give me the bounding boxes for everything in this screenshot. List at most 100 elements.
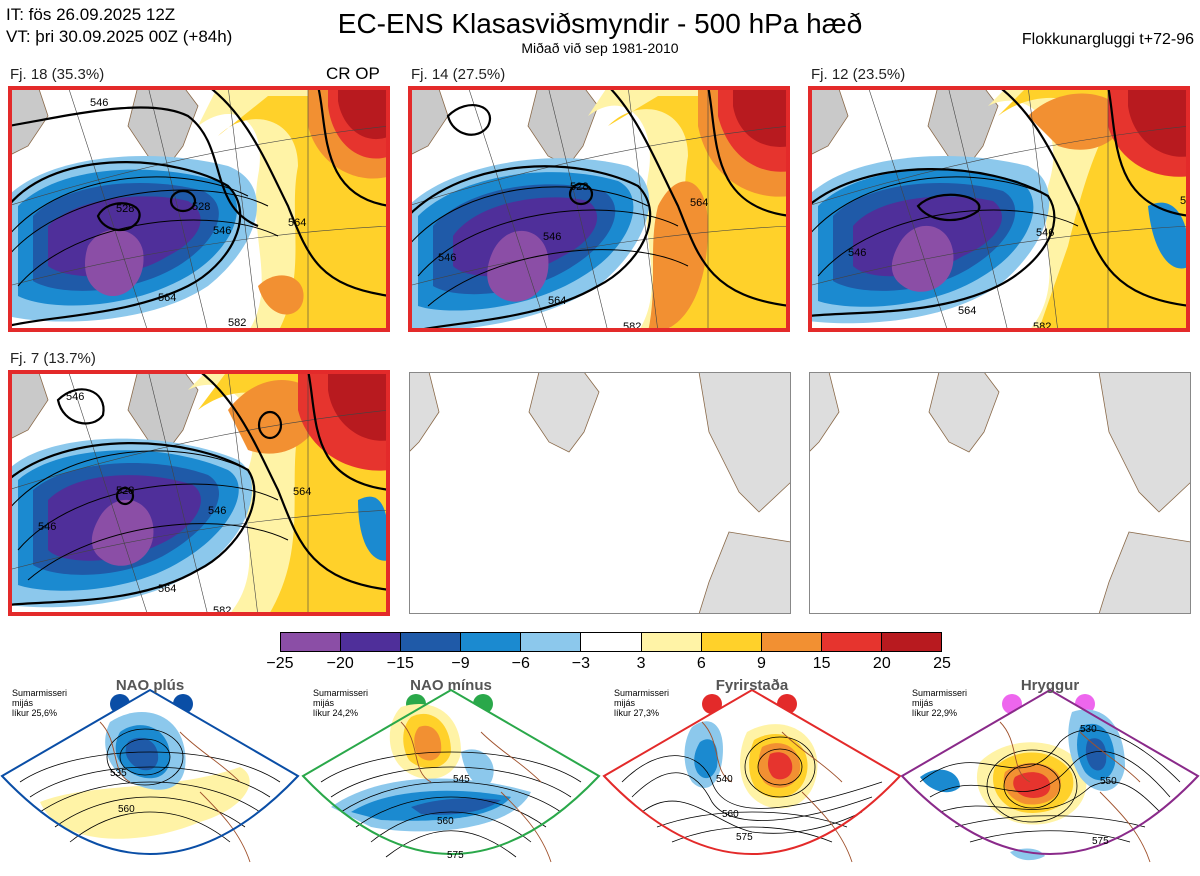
colorbar-tick-label: −20 <box>326 655 354 672</box>
cluster-1-contour-label: 528 <box>116 203 134 215</box>
header-info: IT: fös 26.09.2025 12Z VT: þri 30.09.202… <box>6 4 232 48</box>
colorbar-swatch <box>581 633 642 651</box>
cluster-2-label: Fj. 14 (27.5%) <box>411 66 506 83</box>
regime-stats: Sumarmisseri mijás líkur 24,2% <box>313 688 368 718</box>
regime-title: NAO plús <box>115 677 185 694</box>
page-subtitle: Miðað við sep 1981-2010 <box>521 40 679 56</box>
colorbar-tick-label: 6 <box>696 655 706 672</box>
cluster-4-label: Fj. 7 (13.7%) <box>10 350 96 367</box>
valid-time: VT: þri 30.09.2025 00Z (+84h) <box>6 27 233 46</box>
regime-nao-minus: 545 560 575 NAO mínus Sumarmisseri mijás… <box>301 672 601 871</box>
regime-title: NAO mínus <box>410 677 492 694</box>
regime-level: mijás <box>12 698 34 708</box>
colorbar-swatch <box>461 633 522 651</box>
cluster-4-contour-label: 564 <box>158 583 176 595</box>
cluster-3-contour-label: 546 <box>848 247 866 259</box>
cluster-4-contour-label: 564 <box>293 486 311 498</box>
cluster-1-contour-label: 528 <box>192 201 210 213</box>
cluster-1-label: Fj. 18 (35.3%) <box>10 66 105 83</box>
colorbar-tick-label: −6 <box>511 655 530 672</box>
regime-contour-label: 545 <box>453 774 470 785</box>
regime-probability: líkur 22,9% <box>912 708 958 718</box>
cluster-2-contour-label: 564 <box>548 295 566 307</box>
regime-contour-label: 535 <box>110 768 127 779</box>
cluster-4-contour-label: 582 <box>213 605 231 616</box>
regime-stats: Sumarmisseri mijás líkur 25,6% <box>12 688 67 718</box>
regime-stats: Sumarmisseri mijás líkur 27,3% <box>614 688 669 718</box>
cluster-2-contour-label: 528 <box>570 181 588 193</box>
regime-contour-label: 550 <box>1100 776 1117 787</box>
colorbar-swatch <box>821 633 882 651</box>
cluster-2-contour-label: 546 <box>543 231 561 243</box>
regime-fyrirstada: 540 560 575 Fyrirstaða Sumarmisseri mijá… <box>602 672 902 871</box>
regime-contour-label: 560 <box>118 804 135 815</box>
colorbar-swatch <box>881 633 942 651</box>
regime-level: mijás <box>614 698 636 708</box>
cluster-3-contour-label: 546 <box>1036 227 1054 239</box>
cluster-2-contour-label: 546 <box>438 252 456 264</box>
cluster-4-contour-label: 546 <box>38 521 56 533</box>
empty-map-2 <box>809 372 1191 614</box>
regime-season: Sumarmisseri <box>12 688 68 698</box>
colorbar-swatch <box>281 633 342 651</box>
colorbar-tick-label: −3 <box>571 655 591 672</box>
cluster-3-contour-label: 564 <box>958 305 976 317</box>
regime-contour-label: 560 <box>722 809 739 820</box>
regime-contour-label: 575 <box>1092 836 1109 847</box>
cluster-1-contour-label: 564 <box>158 292 176 304</box>
regime-hryggur: 530 550 575 Hryggur Sumarmisseri mijás l… <box>900 672 1200 871</box>
cluster-4-map: 546 528 546 546 564 564 582 <box>8 370 390 616</box>
colorbar-swatch <box>641 633 702 651</box>
colorbar-tick-label: 20 <box>872 655 891 672</box>
cluster-4-contour-label: 546 <box>208 505 226 517</box>
cluster-1-tag: CR OP <box>326 64 380 83</box>
cluster-3-label: Fj. 12 (23.5%) <box>811 66 906 83</box>
cluster-3-contour-label: 582 <box>1033 321 1051 332</box>
regime-probability: líkur 27,3% <box>614 708 660 718</box>
regime-contour-label: 530 <box>1080 724 1097 735</box>
regime-title: Fyrirstaða <box>715 677 789 694</box>
colorbar-swatch <box>521 633 582 651</box>
regime-season: Sumarmisseri <box>313 688 369 698</box>
colorbar-swatch <box>761 633 822 651</box>
cluster-2-map: 528 546 564 564 582 546 <box>408 86 790 332</box>
cluster-3-contour-label: 564 <box>1180 195 1190 207</box>
colorbar-tick-label: −9 <box>451 655 470 672</box>
colorbar-tick-label: 9 <box>757 655 766 672</box>
cluster-1-contour-label: 582 <box>228 317 246 329</box>
colorbar-swatch <box>341 633 402 651</box>
colorbar-tick-label: 25 <box>933 655 951 672</box>
cluster-1-map: 528 528 546 546 564 582 564 <box>8 86 390 332</box>
regime-contour-label: 575 <box>447 850 464 861</box>
cluster-2-contour-label: 582 <box>623 321 641 332</box>
regime-dot <box>702 694 722 714</box>
page-title: EC-ENS Klasasviðsmyndir - 500 hPa hæð <box>337 8 863 39</box>
cluster-3-map: 546 546 564 582 564 <box>808 86 1190 332</box>
cluster-4-contour-label: 546 <box>66 391 84 403</box>
colorbar <box>280 632 942 652</box>
regime-contour-label: 575 <box>736 832 753 843</box>
regime-level: mijás <box>313 698 335 708</box>
regime-title: Hryggur <box>1020 677 1080 694</box>
colorbar-swatch <box>401 633 462 651</box>
regime-probability: líkur 24,2% <box>313 708 359 718</box>
colorbar-swatch <box>701 633 762 651</box>
regime-contour-label: 560 <box>437 816 454 827</box>
initial-time: IT: fös 26.09.2025 12Z <box>6 5 176 24</box>
cluster-4-contour-label: 528 <box>116 485 134 497</box>
regime-probability: líkur 25,6% <box>12 708 58 718</box>
cluster-2-contour-label: 564 <box>690 197 708 209</box>
empty-map-1 <box>409 372 791 614</box>
regime-season: Sumarmisseri <box>614 688 670 698</box>
colorbar-tick-label: −15 <box>386 655 414 672</box>
regime-season: Sumarmisseri <box>912 688 968 698</box>
regime-nao-plus: 535 560 NAO plús Sumarmisseri mijás líku… <box>0 672 300 871</box>
cluster-1-contour-label: 546 <box>90 97 108 109</box>
colorbar-tick-label: 3 <box>636 655 646 672</box>
cluster-1-contour-label: 564 <box>288 217 306 229</box>
regime-contour-label: 540 <box>716 774 733 785</box>
colorbar-tick-label: −25 <box>266 655 294 672</box>
regime-level: mijás <box>912 698 934 708</box>
cluster-1-contour-label: 546 <box>213 225 231 237</box>
colorbar-tick-label: 15 <box>812 655 831 672</box>
